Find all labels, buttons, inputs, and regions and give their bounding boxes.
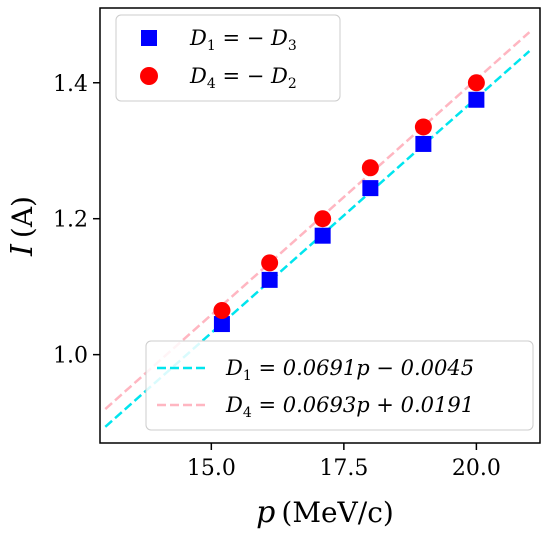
- plot-frame: [99, 7, 541, 444]
- x-tick-label: 20.0: [452, 456, 501, 481]
- legend-fit-d4: D4 = 0.0693p + 0.0191: [225, 393, 474, 421]
- legend-markers: D1 = − D3 D4 = − D2: [115, 14, 341, 102]
- legend-fits: D1 = 0.0691p − 0.0045 D4 = 0.0693p + 0.0…: [145, 340, 534, 431]
- y-tick-label: 1.2: [53, 208, 88, 233]
- data-point-series2-1: [213, 301, 231, 319]
- y-axis-label: I(A): [5, 196, 40, 257]
- data-point-series1-1: [213, 316, 230, 333]
- y-tick-label: 1.4: [53, 72, 88, 97]
- legend-frame-markers: [115, 14, 341, 102]
- data-point-series1-2: [261, 271, 278, 288]
- x-tick-label: 17.5: [319, 456, 368, 481]
- data-point-series2-4: [361, 159, 379, 177]
- legend-square-marker: [141, 30, 157, 46]
- data-point-series2-2: [261, 254, 279, 272]
- legend-entry-d4: D4 = − D2: [189, 64, 297, 92]
- legend-circle-marker: [140, 67, 158, 85]
- data-point-series2-3: [314, 210, 332, 228]
- ticks-layer: 15.0 17.5 20.0 1.0 1.2 1.4: [53, 72, 501, 481]
- legend-frame-fits: [145, 340, 534, 431]
- data-point-series1-4: [362, 180, 379, 197]
- data-point-series1-5: [415, 135, 432, 152]
- data-point-series1-3: [314, 227, 331, 244]
- legend-entry-d1: D1 = − D3: [189, 26, 297, 54]
- data-point-series2-5: [414, 118, 432, 136]
- x-axis-label: p (MeV/c): [256, 495, 394, 530]
- x-tick-label: 15.0: [187, 456, 236, 481]
- data-point-series1-6: [468, 91, 485, 108]
- data-point-series2-6: [467, 74, 485, 92]
- y-tick-label: 1.0: [53, 344, 88, 369]
- data-points-layer: [213, 74, 485, 333]
- legend-fit-d1: D1 = 0.0691p − 0.0045: [225, 356, 474, 384]
